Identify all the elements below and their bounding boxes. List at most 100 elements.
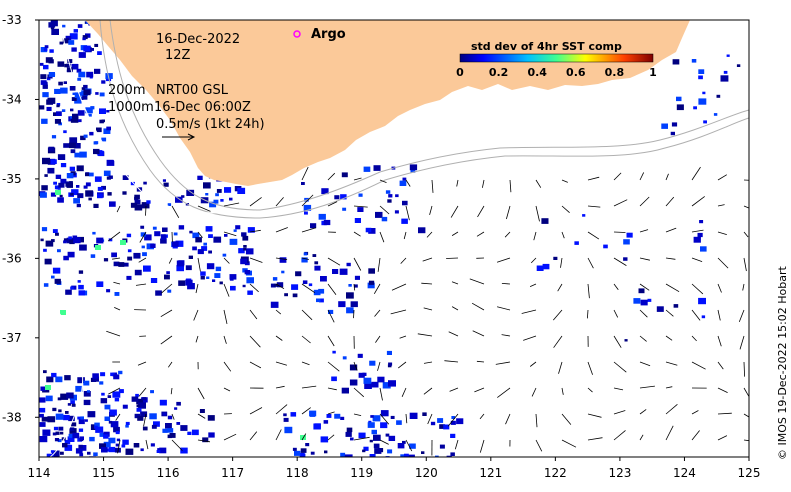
- current-vector: [399, 335, 407, 339]
- sst-pixel: [301, 257, 308, 263]
- current-vector: [477, 205, 485, 218]
- sst-pixel-high: [95, 245, 101, 250]
- current-vector: [558, 361, 563, 374]
- sst-pixel: [720, 75, 729, 82]
- sst-pixel: [676, 104, 684, 111]
- sst-pixel: [83, 134, 88, 138]
- sst-pixel: [233, 229, 237, 232]
- sst-pixel: [536, 265, 544, 271]
- sst-pixel: [435, 455, 439, 457]
- sst-pixel: [380, 410, 389, 417]
- sst-pixel: [372, 415, 381, 422]
- sst-pixel: [439, 444, 445, 449]
- sst-pixel: [103, 128, 111, 134]
- sst-pixel: [103, 434, 109, 439]
- sst-pixel: [375, 211, 383, 218]
- sst-pixel: [92, 373, 99, 379]
- lat-tick-label: -34: [2, 92, 22, 106]
- sst-pixel: [78, 428, 84, 432]
- sst-pixel: [340, 194, 347, 200]
- sst-pixel: [237, 187, 246, 194]
- sst-pixel: [69, 427, 75, 431]
- current-vector: [587, 176, 600, 181]
- sst-pixel: [103, 441, 111, 448]
- sst-pixel: [206, 276, 210, 279]
- sst-pixel: [245, 248, 254, 255]
- sst-pixel: [341, 387, 349, 394]
- sst-pixel: [224, 187, 232, 193]
- sst-pixel: [171, 241, 179, 247]
- sst-pixel: [43, 48, 48, 52]
- sst-pixel: [55, 174, 62, 179]
- sst-pixel: [41, 185, 48, 191]
- sst-pixel: [167, 203, 172, 206]
- current-vector: [613, 172, 622, 181]
- sst-pixel: [155, 290, 162, 296]
- sst-pixel: [134, 269, 142, 276]
- current-vector: [639, 196, 650, 207]
- sst-pixel: [85, 190, 94, 197]
- current-vector: [717, 204, 725, 207]
- sst-pixel: [101, 447, 108, 453]
- sst-pixel: [126, 275, 132, 280]
- current-vector: [665, 173, 669, 181]
- sst-pixel: [130, 181, 135, 186]
- sst-pixel: [136, 398, 143, 405]
- current-vector: [197, 205, 211, 212]
- current-vector: [587, 283, 590, 299]
- sst-pixel: [39, 436, 48, 443]
- lon-tick-label: 118: [286, 466, 309, 480]
- sst-pixel: [60, 178, 67, 184]
- sst-pixel: [52, 432, 57, 436]
- colorbar-tick-label: 0: [456, 66, 464, 79]
- sst-pixel: [69, 33, 78, 40]
- current-vector: [353, 413, 362, 416]
- current-vector: [223, 202, 240, 207]
- current-vector: [379, 387, 383, 401]
- sst-pixel: [63, 240, 67, 244]
- sst-pixel: [134, 204, 143, 211]
- sst-pixel: [141, 245, 145, 249]
- sst-pixel: [85, 182, 91, 187]
- current-vector: [613, 309, 619, 318]
- sst-pixel: [430, 421, 436, 426]
- sst-pixel: [100, 372, 106, 377]
- current-vector: [743, 257, 747, 272]
- sst-pixel: [229, 197, 233, 201]
- sst-pixel: [137, 415, 144, 421]
- current-vector: [613, 430, 626, 441]
- sst-pixel: [46, 106, 52, 111]
- sst-pixel: [316, 298, 321, 303]
- sst-pixel: [308, 283, 313, 287]
- sst-pixel: [175, 240, 184, 247]
- sst-pixel: [368, 268, 375, 274]
- sst-pixel: [272, 277, 278, 281]
- sst-pixel: [99, 119, 104, 124]
- sst-pixel: [108, 175, 113, 179]
- sst-pixel: [111, 252, 117, 258]
- sst-pixel: [215, 193, 219, 197]
- current-vector: [691, 361, 706, 370]
- sst-pixel: [96, 281, 104, 287]
- current-vector: [639, 283, 650, 291]
- current-vector: [639, 172, 645, 181]
- current-vector: [223, 283, 230, 297]
- current-vector: [275, 361, 288, 366]
- current-vector: [639, 385, 655, 389]
- current-vector: [446, 257, 459, 259]
- current-vector: [275, 385, 285, 389]
- current-vector: [535, 179, 542, 188]
- sst-pixel: [136, 404, 140, 408]
- sst-pixel: [79, 244, 87, 251]
- sst-pixel: [313, 289, 321, 296]
- sst-pixel: [396, 420, 402, 425]
- sst-pixel: [700, 246, 707, 252]
- current-vector: [401, 387, 407, 397]
- current-vector: [403, 231, 407, 240]
- current-vector: [691, 335, 697, 342]
- sst-pixel: [235, 225, 241, 230]
- sst-pixel: [328, 309, 334, 314]
- sst-pixel: [342, 356, 347, 360]
- sst-pixel: [320, 436, 329, 443]
- sst-pixel: [349, 364, 358, 371]
